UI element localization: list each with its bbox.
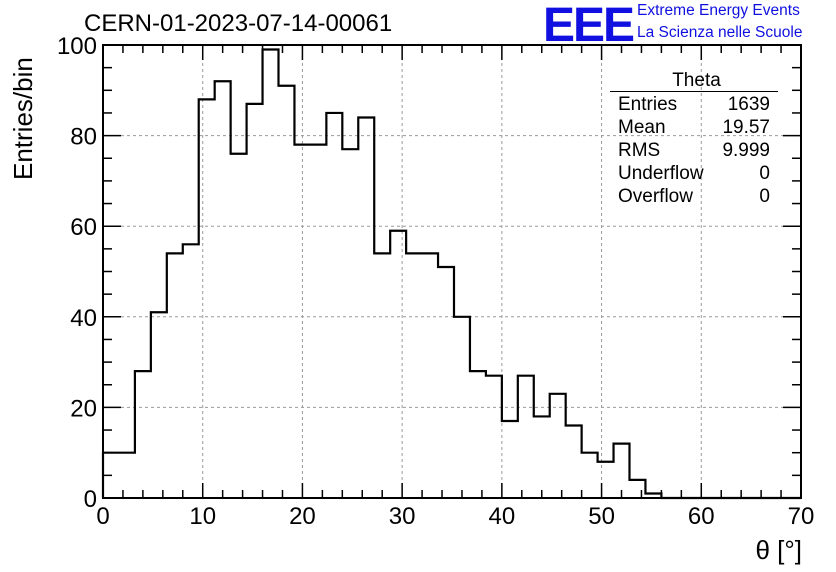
stats-value: 0 xyxy=(759,163,770,184)
histogram-bin xyxy=(151,312,167,498)
stats-title: Theta xyxy=(610,70,778,92)
histogram-bin xyxy=(502,421,518,498)
histogram-bin xyxy=(215,81,231,498)
x-tick-label: 0 xyxy=(96,503,109,530)
histogram-bin xyxy=(294,145,310,498)
histogram-line xyxy=(101,48,801,500)
stats-row-underflow: Underflow 0 xyxy=(610,162,778,185)
histogram-bin xyxy=(534,416,550,498)
histogram-bin xyxy=(199,99,215,498)
x-tick-label: 50 xyxy=(588,503,615,530)
histogram-bin xyxy=(422,253,438,498)
histogram-bin xyxy=(326,113,342,498)
y-tick-label: 40 xyxy=(70,305,97,332)
stats-value: 19.57 xyxy=(722,117,770,138)
x-tick-label: 10 xyxy=(189,503,216,530)
stats-row-overflow: Overflow 0 xyxy=(610,185,778,208)
stats-row-rms: RMS 9.999 xyxy=(610,139,778,162)
histogram-bin xyxy=(167,253,183,498)
histogram-bin xyxy=(342,149,358,498)
histogram-bin xyxy=(310,145,326,498)
x-tick-label: 70 xyxy=(788,503,815,530)
histogram-bin xyxy=(278,86,294,498)
histogram-bin xyxy=(486,376,502,498)
x-axis-label: θ [°] xyxy=(755,535,802,565)
histogram-bin xyxy=(598,462,614,498)
stats-box: Theta Entries 1639 Mean 19.57 RMS 9.999 … xyxy=(610,70,778,208)
histogram-bin xyxy=(582,453,598,498)
histogram-bin xyxy=(358,117,374,498)
histogram-bin xyxy=(263,50,279,498)
stats-value: 1639 xyxy=(727,94,770,115)
histogram-bin xyxy=(550,394,566,498)
histogram-bin xyxy=(518,376,534,498)
histogram-bin xyxy=(566,426,582,498)
x-tick-label: 40 xyxy=(489,503,516,530)
stats-value: 9.999 xyxy=(722,140,770,161)
x-tick-label: 20 xyxy=(289,503,316,530)
stats-row-entries: Entries 1639 xyxy=(610,93,778,116)
y-axis-label: Entries/bin xyxy=(8,57,38,180)
y-tick-label: 0 xyxy=(84,486,97,513)
stats-label: Underflow xyxy=(618,163,704,184)
histogram-bin xyxy=(247,104,263,498)
stats-label: Mean xyxy=(618,117,666,138)
y-tick-label: 80 xyxy=(70,124,97,151)
histogram-bin xyxy=(135,371,151,498)
stats-value: 0 xyxy=(759,186,770,207)
histogram-bin xyxy=(438,267,454,498)
stats-row-mean: Mean 19.57 xyxy=(610,116,778,139)
stats-label: Entries xyxy=(618,94,678,115)
logo-line-1: Extreme Energy Events xyxy=(637,2,800,19)
histogram-bin xyxy=(183,244,199,498)
histogram-bin xyxy=(231,154,247,498)
histogram-bin xyxy=(374,253,390,498)
histogram-bin xyxy=(390,231,406,498)
histogram-bin xyxy=(406,253,422,498)
eee-logo: EEE xyxy=(543,0,635,52)
histogram-bin xyxy=(470,371,486,498)
stats-label: RMS xyxy=(618,140,661,161)
logo-line-2: La Scienza nelle Scuole xyxy=(637,24,803,41)
run-title: CERN-01-2023-07-14-00061 xyxy=(84,10,393,37)
x-tick-label: 60 xyxy=(688,503,715,530)
histogram-bin xyxy=(614,444,630,498)
histogram-bin xyxy=(119,453,135,498)
y-tick-label: 60 xyxy=(70,214,97,241)
histogram-bin xyxy=(454,317,470,498)
y-tick-label: 100 xyxy=(57,33,97,60)
y-tick-label: 20 xyxy=(70,395,97,422)
x-tick-label: 30 xyxy=(389,503,416,530)
stats-label: Overflow xyxy=(618,186,693,207)
histogram-bin xyxy=(629,480,645,498)
